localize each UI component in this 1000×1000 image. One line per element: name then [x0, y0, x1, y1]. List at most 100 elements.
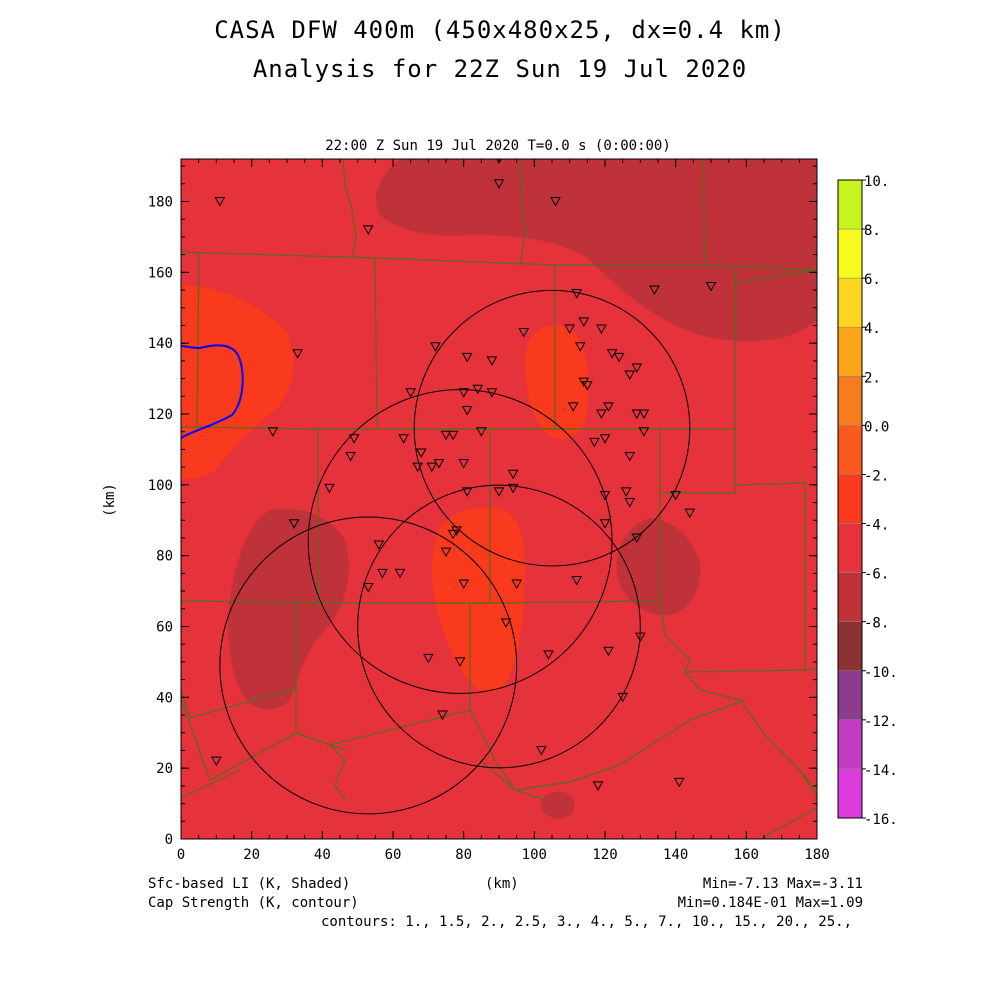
- station-marker: [581, 381, 593, 391]
- county-line: [799, 769, 817, 801]
- station-marker: [437, 710, 448, 721]
- county-line: [734, 269, 817, 284]
- colorbar-label: -4.: [864, 518, 889, 534]
- colorbar-label: -12.: [864, 714, 898, 730]
- county-line: [181, 426, 735, 430]
- county-line: [702, 159, 706, 266]
- county-lines: [181, 159, 817, 839]
- station-marker: [422, 653, 434, 664]
- station-marker: [461, 487, 473, 497]
- y-tick-label: 60: [156, 620, 173, 636]
- station-marker: [507, 469, 519, 480]
- x-tick-label: 20: [243, 847, 260, 863]
- li-cool-region-east: [616, 518, 701, 616]
- station-marker: [673, 777, 685, 788]
- y-tick-label: 160: [148, 265, 173, 281]
- station-marker: [624, 370, 636, 381]
- colorbar-segment: [837, 228, 863, 279]
- x-tick-label: 120: [592, 847, 617, 863]
- county-line: [196, 251, 200, 428]
- y-tick-label: 100: [148, 478, 173, 494]
- station-marker: [603, 646, 614, 657]
- main-title: CASA DFW 400m (450x480x25, dx=0.4 km): [214, 16, 786, 44]
- county-line: [374, 257, 378, 428]
- li-cool-region-west: [227, 508, 349, 710]
- x-tick-label: 100: [522, 847, 547, 863]
- county-line: [684, 667, 817, 673]
- station-marker: [620, 487, 632, 497]
- station-marker: [447, 529, 459, 540]
- county-line: [519, 159, 526, 266]
- station-marker: [599, 519, 611, 529]
- x-axis-label: (km): [485, 876, 519, 892]
- station-marker: [571, 575, 583, 586]
- station-marker: [634, 632, 646, 643]
- county-line: [659, 600, 813, 791]
- colorbar-label: -10.: [864, 665, 898, 681]
- county-line: [181, 687, 297, 719]
- county-line: [181, 699, 211, 781]
- station-marker: [214, 197, 226, 207]
- radar-ring: [219, 516, 518, 815]
- station-marker: [412, 462, 424, 473]
- x-tick-label: 40: [314, 847, 331, 863]
- station-marker: [405, 388, 417, 398]
- station-marker: [493, 487, 505, 497]
- station-marker: [447, 430, 459, 441]
- station-marker: [345, 452, 356, 462]
- station-marker: [684, 508, 696, 519]
- station-marker: [536, 745, 547, 756]
- county-line: [734, 482, 806, 670]
- x-axis: 0 20 40 60 80 100 120 140 160 180: [177, 159, 830, 863]
- station-marker: [596, 409, 607, 420]
- colorbar-segment: [837, 425, 863, 475]
- station-marker: [550, 197, 561, 207]
- cap-strength-contour: [181, 344, 244, 439]
- colorbar-label: -6.: [864, 567, 889, 583]
- colorbar-segment: [837, 768, 863, 819]
- station-marker: [606, 349, 618, 359]
- shaded-min-max: Min=-7.13 Max=-3.11: [702, 876, 863, 892]
- radar-ring: [357, 484, 641, 769]
- station-marker: [638, 427, 650, 437]
- contour-levels: contours: 1., 1.5, 2., 2.5, 3., 4., 5., …: [320, 914, 852, 930]
- plot-area: [181, 159, 817, 839]
- station-marker: [472, 384, 484, 395]
- colorbar-segment: [837, 670, 863, 721]
- x-tick-label: 80: [455, 847, 472, 863]
- station-marker: [567, 402, 579, 412]
- colorbar-segment: [837, 621, 863, 672]
- station-marker: [426, 462, 438, 473]
- station-marker: [475, 427, 487, 437]
- station-marker: [599, 434, 611, 444]
- colorbar-segment: [837, 523, 863, 573]
- li-warm-region-northwest: [181, 285, 294, 480]
- colorbar-segment: [837, 277, 863, 328]
- colorbar-frame: [837, 179, 863, 819]
- station-marker: [592, 781, 604, 791]
- station-marker: [430, 342, 441, 352]
- station-marker: [500, 618, 512, 628]
- station-marker: [617, 692, 629, 703]
- colorbar-label: -14.: [864, 763, 898, 779]
- y-axis-label: (km): [102, 483, 118, 517]
- contour-field-label: Cap Strength (K, contour): [148, 895, 359, 911]
- station-marker: [373, 540, 385, 551]
- observation-stations: [210, 159, 717, 791]
- station-marker: [574, 342, 586, 352]
- county-line: [479, 759, 546, 801]
- station-marker: [589, 437, 600, 448]
- station-marker: [624, 498, 636, 508]
- station-marker: [398, 434, 409, 444]
- station-marker: [649, 285, 660, 296]
- station-marker: [613, 352, 625, 363]
- station-marker: [377, 568, 388, 579]
- station-marker: [394, 568, 406, 579]
- colorbar-segment: [837, 572, 863, 622]
- shaded-field-label: Sfc-based LI (K, Shaded): [148, 876, 351, 892]
- y-tick-label: 20: [156, 761, 173, 777]
- station-marker: [458, 388, 470, 398]
- station-marker: [571, 289, 583, 299]
- x-tick-label: 160: [734, 847, 759, 863]
- contour-min-max: Min=0.184E-01 Max=1.09: [677, 895, 863, 911]
